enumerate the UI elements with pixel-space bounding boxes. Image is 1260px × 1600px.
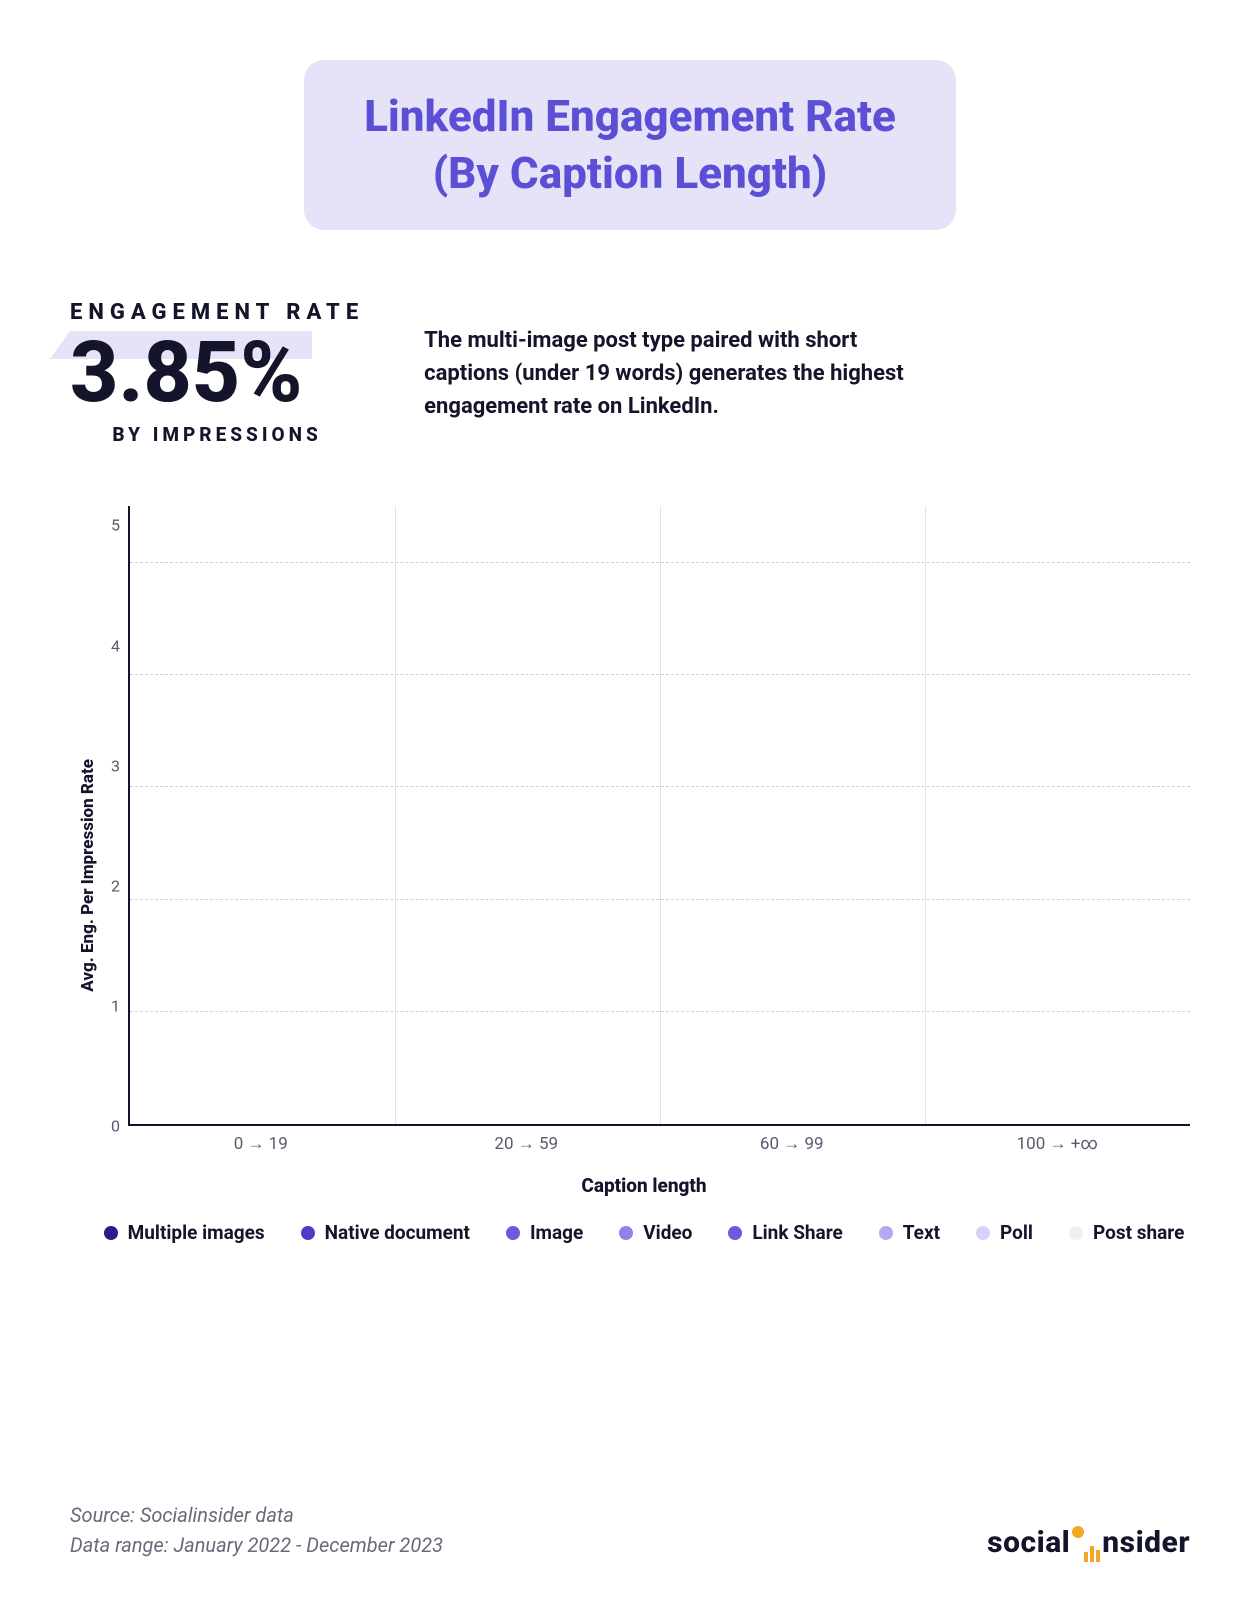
x-axis-label: Caption length <box>98 1174 1190 1197</box>
stat-description: The multi-image post type paired with sh… <box>424 324 944 423</box>
source-line-1: Source: Socialinsider data <box>70 1500 443 1530</box>
x-tick-label: 60 → 99 <box>659 1134 925 1154</box>
legend-item: Link Share <box>728 1221 842 1244</box>
legend-swatch <box>976 1226 990 1240</box>
y-tick: 0 <box>98 1117 120 1136</box>
brand-logo: social nsider <box>987 1525 1190 1560</box>
brand-bars-icon <box>1083 1527 1101 1562</box>
legend-item: Image <box>506 1221 583 1244</box>
chart-inner: 0 1 2 3 4 5 0 → 1920 → 5960 → 99100 → +∞ Capt… <box>98 506 1190 1244</box>
stat-sublabel: BY IMPRESSIONS <box>70 423 364 446</box>
x-tick-label: 0 → 19 <box>128 1134 394 1154</box>
brand-text-suffix: nsider <box>1102 1525 1190 1560</box>
legend-swatch <box>301 1226 315 1240</box>
stat-accent-triangle <box>50 331 70 359</box>
y-tick: 3 <box>98 756 120 775</box>
legend-swatch <box>506 1226 520 1240</box>
plot-area <box>128 506 1190 1126</box>
legend-item: Native document <box>301 1221 470 1244</box>
legend-item: Poll <box>976 1221 1033 1244</box>
legend-label: Native document <box>325 1221 470 1244</box>
brand-text-prefix: social <box>987 1525 1070 1560</box>
title-line-1: LinkedIn Engagement Rate <box>364 88 896 145</box>
legend-swatch <box>104 1226 118 1240</box>
headline-stat: ENGAGEMENT RATE 3.85% BY IMPRESSIONS <box>70 300 364 446</box>
x-tick-label: 100 → +∞ <box>925 1134 1191 1154</box>
chart: Avg. Eng. Per Impression Rate 0 1 2 3 4 5 0 →… <box>70 506 1190 1244</box>
y-tick: 4 <box>98 636 120 655</box>
legend-swatch <box>619 1226 633 1240</box>
legend-label: Post share <box>1093 1221 1184 1244</box>
plot-row: 012345 <box>98 506 1190 1126</box>
grid-line-v <box>660 506 661 1124</box>
grid-line-v <box>395 506 396 1124</box>
legend-label: Poll <box>1000 1221 1033 1244</box>
legend: Multiple images Native document Image Video… <box>98 1221 1190 1244</box>
stat-row: ENGAGEMENT RATE 3.85% BY IMPRESSIONS The… <box>70 300 1190 446</box>
legend-swatch <box>1069 1226 1083 1240</box>
title-banner: LinkedIn Engagement Rate (By Caption Len… <box>304 60 956 230</box>
legend-label: Link Share <box>752 1221 842 1244</box>
stat-value-wrap: 3.85% <box>70 331 302 415</box>
x-tick-label: 20 → 59 <box>394 1134 660 1154</box>
y-axis-label: Avg. Eng. Per Impression Rate <box>70 759 98 992</box>
x-axis-ticks: 0 → 1920 → 5960 → 99100 → +∞ <box>128 1134 1190 1154</box>
y-axis-ticks: 012345 <box>98 506 128 1126</box>
legend-swatch <box>879 1226 893 1240</box>
legend-swatch <box>728 1226 742 1240</box>
legend-item: Text <box>879 1221 940 1244</box>
legend-item: Multiple images <box>104 1221 265 1244</box>
y-tick: 5 <box>98 516 120 535</box>
legend-label: Image <box>530 1221 583 1244</box>
stat-label: ENGAGEMENT RATE <box>70 300 364 325</box>
y-tick: 2 <box>98 876 120 895</box>
title-line-2: (By Caption Length) <box>364 145 896 202</box>
footer: Source: Socialinsider data Data range: J… <box>70 1460 1190 1560</box>
legend-item: Post share <box>1069 1221 1184 1244</box>
legend-label: Video <box>643 1221 692 1244</box>
legend-item: Video <box>619 1221 692 1244</box>
stat-value: 3.85% <box>70 331 302 415</box>
grid-line-v <box>925 506 926 1124</box>
legend-label: Multiple images <box>128 1221 265 1244</box>
legend-label: Text <box>903 1221 940 1244</box>
source-line-2: Data range: January 2022 - December 2023 <box>70 1530 443 1560</box>
footer-source: Source: Socialinsider data Data range: J… <box>70 1500 443 1560</box>
y-tick: 1 <box>98 997 120 1016</box>
